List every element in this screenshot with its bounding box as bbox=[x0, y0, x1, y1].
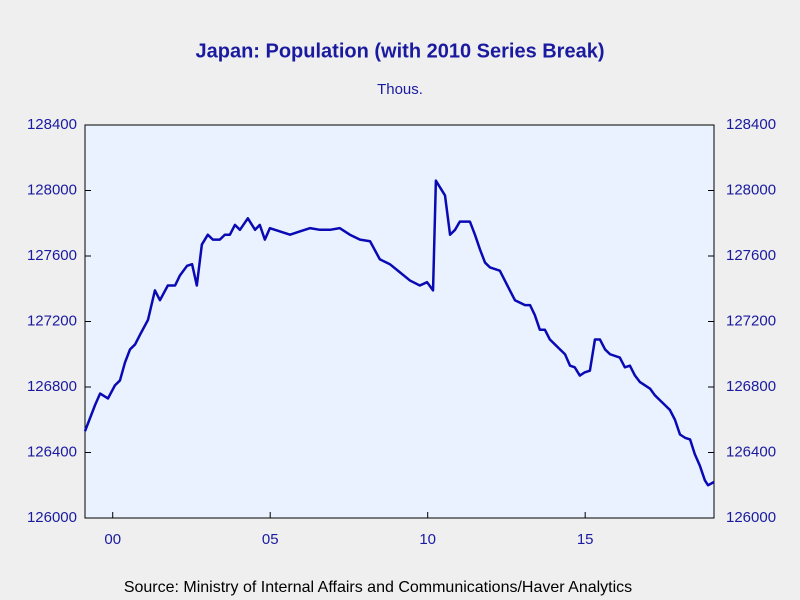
y-tick-label: 127600 bbox=[27, 247, 77, 264]
y2-tick-label: 126400 bbox=[726, 443, 776, 460]
y2-tick-label: 126800 bbox=[726, 378, 776, 395]
plot-area bbox=[84, 124, 715, 519]
y-tick-label: 128400 bbox=[27, 116, 77, 133]
chart-subtitle: Thous. bbox=[377, 81, 423, 98]
x-tick-label: 05 bbox=[262, 531, 279, 548]
y-tick-label: 126000 bbox=[27, 509, 77, 526]
y2-tick-label: 126000 bbox=[726, 509, 776, 526]
y-tick-label: 126400 bbox=[27, 443, 77, 460]
y2-tick-label: 127600 bbox=[726, 247, 776, 264]
x-tick-label: 00 bbox=[104, 531, 121, 548]
y2-tick-label: 128400 bbox=[726, 116, 776, 133]
y-tick-label: 127200 bbox=[27, 312, 77, 329]
y2-tick-label: 127200 bbox=[726, 312, 776, 329]
source-note: Source: Ministry of Internal Affairs and… bbox=[124, 579, 632, 596]
x-tick-label: 10 bbox=[419, 531, 436, 548]
y-tick-label: 126800 bbox=[27, 378, 77, 395]
y-tick-label: 128000 bbox=[27, 181, 77, 198]
x-tick-label: 15 bbox=[577, 531, 594, 548]
chart-title: Japan: Population (with 2010 Series Brea… bbox=[195, 40, 604, 62]
y2-tick-label: 128000 bbox=[726, 181, 776, 198]
data-line bbox=[83, 179, 715, 487]
